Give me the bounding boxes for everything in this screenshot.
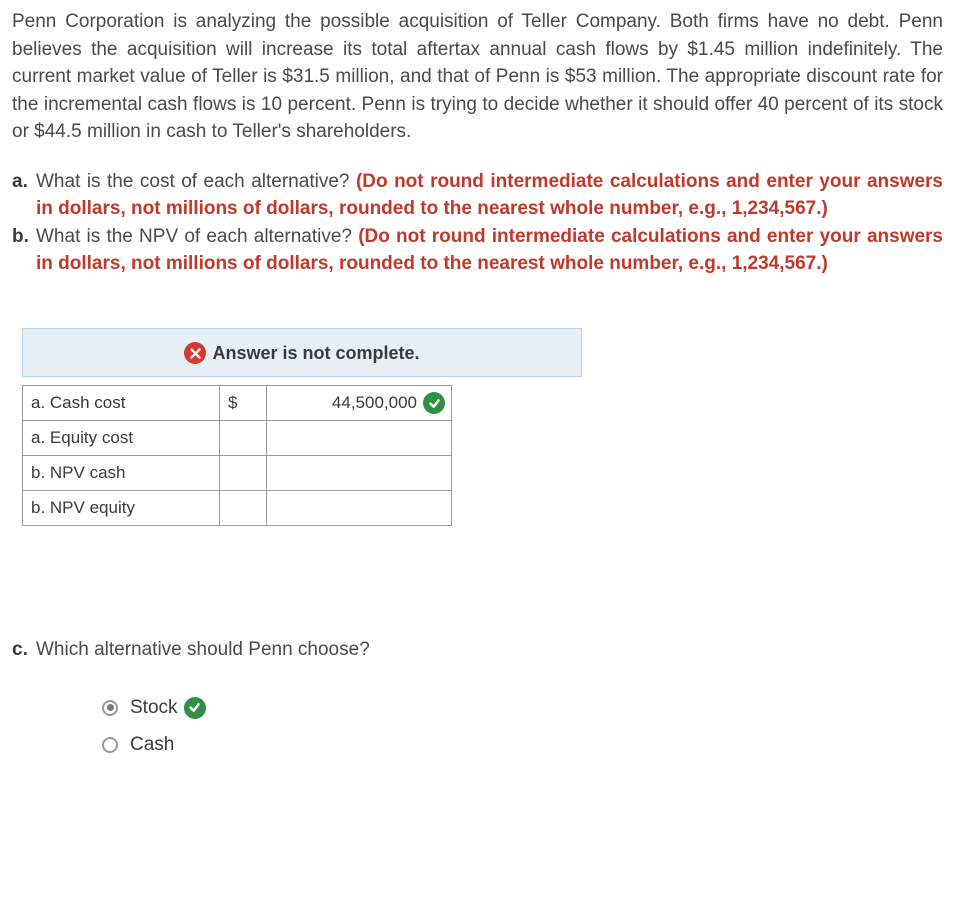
question-a-text: What is the cost of each alternative? bbox=[36, 171, 356, 192]
value-text: 44,500,000 bbox=[332, 393, 417, 412]
radio-label: Stock bbox=[130, 694, 178, 722]
radio-group: Stock Cash bbox=[102, 694, 943, 759]
status-banner-text: Answer is not complete. bbox=[212, 343, 419, 363]
check-icon bbox=[423, 392, 445, 414]
radio-icon[interactable] bbox=[102, 700, 118, 716]
radio-label: Cash bbox=[130, 731, 174, 759]
error-icon bbox=[184, 342, 206, 364]
row-label: b. NPV cash bbox=[23, 456, 220, 491]
question-b: b. What is the NPV of each alternative? … bbox=[12, 223, 943, 278]
check-icon bbox=[184, 697, 206, 719]
table-row: a. Equity cost bbox=[23, 421, 452, 456]
value-cell[interactable] bbox=[267, 421, 452, 456]
question-b-letter: b. bbox=[12, 223, 36, 251]
radio-option[interactable]: Cash bbox=[102, 731, 943, 759]
answer-table: a. Cash cost$44,500,000a. Equity costb. … bbox=[22, 385, 452, 526]
row-label: a. Cash cost bbox=[23, 386, 220, 421]
question-list: a. What is the cost of each alternative?… bbox=[12, 168, 943, 278]
table-row: b. NPV equity bbox=[23, 491, 452, 526]
answer-panel: Answer is not complete. a. Cash cost$44,… bbox=[22, 328, 582, 526]
radio-icon[interactable] bbox=[102, 737, 118, 753]
value-cell[interactable] bbox=[267, 491, 452, 526]
question-a: a. What is the cost of each alternative?… bbox=[12, 168, 943, 223]
table-row: b. NPV cash bbox=[23, 456, 452, 491]
row-label: b. NPV equity bbox=[23, 491, 220, 526]
question-a-letter: a. bbox=[12, 168, 36, 196]
value-cell[interactable] bbox=[267, 456, 452, 491]
question-c-text: Which alternative should Penn choose? bbox=[36, 639, 370, 660]
table-row: a. Cash cost$44,500,000 bbox=[23, 386, 452, 421]
currency-cell[interactable] bbox=[220, 456, 267, 491]
radio-option[interactable]: Stock bbox=[102, 694, 943, 722]
row-label: a. Equity cost bbox=[23, 421, 220, 456]
currency-cell[interactable]: $ bbox=[220, 386, 267, 421]
question-c-letter: c. bbox=[12, 636, 36, 664]
question-c: c. Which alternative should Penn choose? bbox=[12, 636, 943, 664]
currency-cell[interactable] bbox=[220, 421, 267, 456]
currency-cell[interactable] bbox=[220, 491, 267, 526]
status-banner: Answer is not complete. bbox=[22, 328, 582, 377]
problem-statement: Penn Corporation is analyzing the possib… bbox=[12, 8, 943, 146]
question-b-text: What is the NPV of each alternative? bbox=[36, 226, 358, 247]
value-cell[interactable]: 44,500,000 bbox=[267, 386, 452, 421]
question-c-section: c. Which alternative should Penn choose?… bbox=[12, 636, 943, 759]
